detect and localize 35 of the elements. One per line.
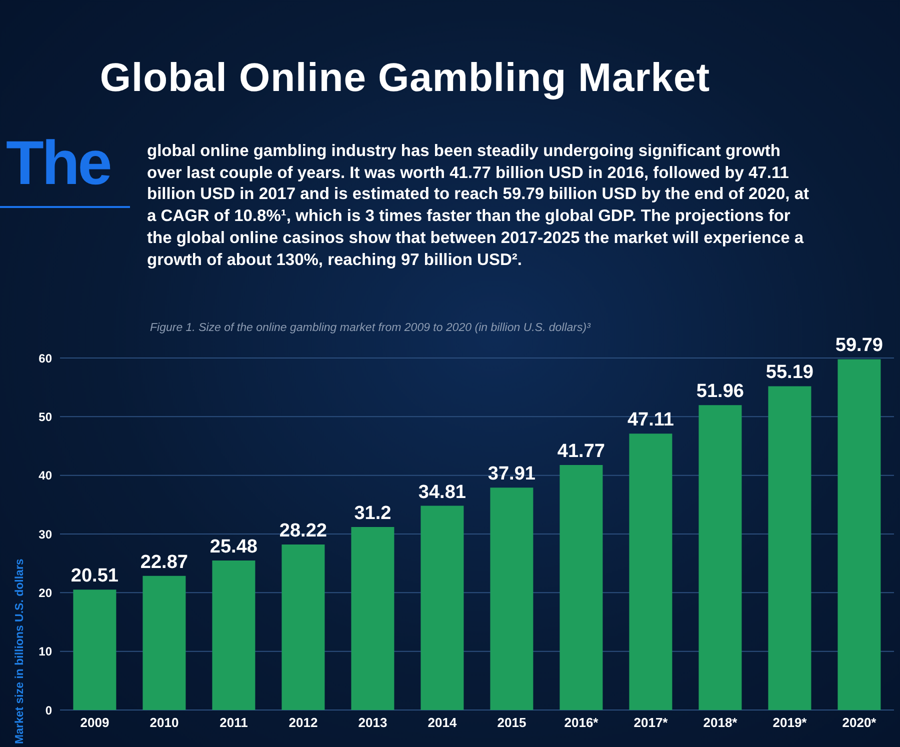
x-tick-label: 2010 xyxy=(150,715,179,730)
chart-subtitle: The global online gambling industry has been steadily undergoing significant growth over last couple of years. It was worth 41.77 billion USD in 2016, followed by 47.11 billion USD in 2017 and is estimated to reach 59.79 billion USD by the end of 2020, at a CAGR of 10.8%¹, which is 3 times faster than the global GDP. The projections for the global online casinos show that between 2017-2025 the market will experience a growth of about 130%, reaching 97 billion USD². xyxy=(6,128,810,271)
data-label: 20.51 xyxy=(70,566,119,587)
x-tick-label: 2011 xyxy=(220,715,248,730)
data-label: 41.77 xyxy=(557,440,605,462)
x-tick-label: 2017* xyxy=(634,715,669,730)
x-tick-label: 2012 xyxy=(288,715,318,730)
x-tick-label: 2014 xyxy=(428,715,458,730)
x-tick-label: 2020* xyxy=(842,715,878,730)
data-label: 37.91 xyxy=(488,464,536,485)
x-tick-label: 2015 xyxy=(497,715,526,730)
y-tick-label: 10 xyxy=(38,644,52,659)
y-tick-label: 30 xyxy=(38,527,52,542)
data-label: 34.81 xyxy=(418,482,466,503)
data-label: 59.79 xyxy=(835,335,883,356)
data-label: 47.11 xyxy=(627,410,674,431)
y-tick-label: 60 xyxy=(38,351,52,366)
x-tick-label: 2013 xyxy=(358,715,388,730)
data-label: 25.48 xyxy=(210,536,258,558)
y-tick-label: 50 xyxy=(38,410,52,424)
data-label: 31.2 xyxy=(354,502,392,524)
y-tick-label: 20 xyxy=(38,586,52,600)
x-tick-label: 2018* xyxy=(703,715,738,730)
x-tick-label: 2016* xyxy=(564,715,600,730)
y-axis-title: Market size in billions U.S. dollars xyxy=(14,558,26,744)
data-label: 51.96 xyxy=(696,381,744,402)
caption: Figure 1. Size of the online gambling market from 2009 to 2020 (in billion U.S. dollars)³ xyxy=(150,322,590,334)
data-label: 28.22 xyxy=(279,520,327,542)
x-tick-label: 2019* xyxy=(772,715,808,730)
data-label: 22.87 xyxy=(140,552,188,573)
y-tick-label: 0 xyxy=(45,703,52,718)
data-label: 55.19 xyxy=(766,362,814,384)
x-tick-label: 2009 xyxy=(80,715,110,730)
y-tick-label: 40 xyxy=(38,468,52,483)
chart-title: Global Online Gambling Market xyxy=(98,56,712,101)
